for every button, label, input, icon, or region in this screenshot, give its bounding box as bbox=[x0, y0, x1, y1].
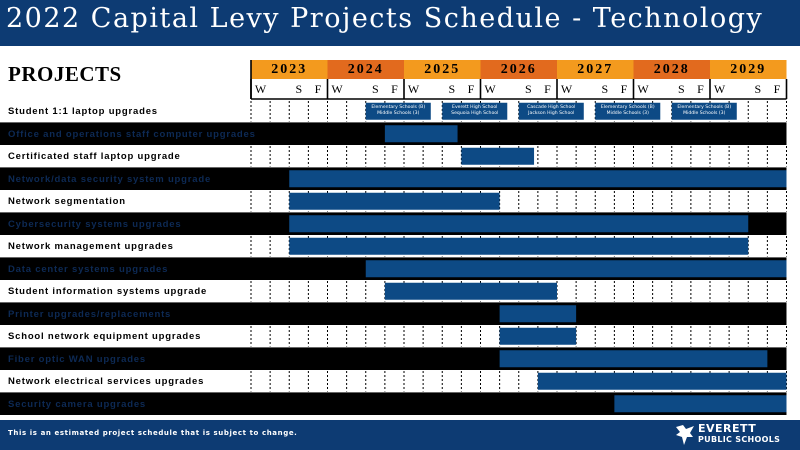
bar-label-line: Elementary Schools (B) bbox=[677, 104, 732, 110]
schedule-bar bbox=[614, 395, 787, 413]
bar-label: Elementary Schools (B) Middle Schools (3) bbox=[595, 105, 660, 117]
season-label: S bbox=[371, 82, 379, 96]
season-label: F bbox=[391, 82, 398, 96]
bar-label-line: Elementary Schools (B) bbox=[371, 104, 426, 110]
row-background bbox=[0, 145, 787, 168]
year-header-cell bbox=[557, 60, 634, 79]
district-logo: EVERETT PUBLIC SCHOOLS bbox=[674, 422, 792, 448]
row-label: Network electrical services upgrades bbox=[8, 376, 205, 387]
footer-bar: This is an estimated project schedule th… bbox=[0, 420, 800, 450]
year-label: 2027 bbox=[577, 62, 614, 77]
row-label: Network/data security system upgrade bbox=[8, 173, 212, 185]
row-label: Student 1:1 laptop upgrades bbox=[8, 106, 158, 117]
bar-label: Elementary Schools (B) Middle Schools (3) bbox=[366, 105, 431, 117]
row-background bbox=[0, 302, 787, 325]
schedule-bar bbox=[442, 102, 508, 120]
season-label: W bbox=[407, 82, 420, 96]
row-background bbox=[0, 325, 787, 348]
season-label: S bbox=[601, 82, 609, 96]
year-label: 2025 bbox=[424, 62, 461, 77]
year-header-cell bbox=[327, 60, 404, 79]
season-label: W bbox=[713, 82, 726, 96]
row-label: Fiber optic WAN upgrades bbox=[8, 353, 146, 365]
title-bar: 2022 Capital Levy Projects Schedule - Te… bbox=[0, 0, 800, 46]
schedule-bar bbox=[289, 237, 749, 255]
season-label: S bbox=[677, 82, 685, 96]
row-label: Security camera upgrades bbox=[8, 398, 147, 410]
season-label: S bbox=[448, 82, 456, 96]
season-label: W bbox=[331, 82, 343, 96]
projects-heading: PROJECTS bbox=[8, 62, 122, 86]
row-label: Office and operations staff computer upg… bbox=[8, 128, 256, 140]
row-label: Cybersecurity systems upgrades bbox=[8, 218, 182, 230]
schedule-bar bbox=[595, 102, 661, 120]
bar-label-line: Middle Schools (3) bbox=[683, 110, 726, 116]
season-label: W bbox=[560, 82, 573, 96]
season-label: F bbox=[467, 82, 475, 96]
gantt-chart bbox=[0, 60, 788, 415]
season-label: S bbox=[754, 82, 762, 96]
schedule-bar bbox=[289, 170, 787, 188]
bar-label: Cascade High School Jackson High School bbox=[519, 105, 584, 117]
season-label: F bbox=[697, 82, 704, 96]
row-label: Network segmentation bbox=[8, 196, 126, 207]
schedule-bar bbox=[461, 147, 535, 165]
page-title: 2022 Capital Levy Projects Schedule - Te… bbox=[6, 3, 764, 34]
schedule-bar bbox=[365, 260, 787, 278]
season-label: W bbox=[484, 82, 496, 96]
bar-label-line: Elementary Schools (B) bbox=[600, 104, 655, 110]
row-label: Network management upgrades bbox=[8, 241, 174, 252]
bar-label-line: Middle Schools (3) bbox=[606, 110, 649, 116]
year-header-cell bbox=[404, 60, 481, 79]
schedule-bar bbox=[365, 102, 431, 120]
season-label: S bbox=[295, 82, 303, 96]
schedule-bar bbox=[537, 372, 787, 390]
footer-note: This is an estimated project schedule th… bbox=[8, 429, 298, 437]
year-label: 2026 bbox=[500, 62, 537, 77]
schedule-bar bbox=[384, 125, 458, 143]
season-label: W bbox=[254, 82, 267, 96]
bar-label-line: Sequoia High School bbox=[451, 110, 499, 116]
bar-label-line: Middle Schools (3) bbox=[377, 110, 420, 116]
bar-label-line: Cascade High School bbox=[527, 104, 576, 110]
season-label: F bbox=[544, 82, 551, 96]
bar-label-line: Everett High School bbox=[452, 104, 498, 110]
row-label: Student information systems upgrade bbox=[8, 286, 208, 297]
year-label: 2028 bbox=[653, 62, 690, 77]
row-label: Data center systems upgrades bbox=[8, 263, 169, 275]
bar-label: Everett High School Sequoia High School bbox=[442, 105, 507, 117]
season-label: F bbox=[620, 82, 628, 96]
season-label: F bbox=[773, 82, 781, 96]
schedule-bar bbox=[384, 282, 557, 300]
year-label: 2024 bbox=[347, 62, 384, 77]
eagle-logo-icon bbox=[676, 425, 694, 445]
season-label: F bbox=[314, 82, 322, 96]
schedule-bar bbox=[671, 102, 737, 120]
schedule-bar bbox=[499, 350, 768, 368]
row-label: Certificated staff laptop upgrade bbox=[8, 151, 181, 162]
bar-label-line: Jackson High School bbox=[528, 110, 575, 116]
year-label: 2029 bbox=[730, 62, 767, 77]
schedule-bar bbox=[289, 192, 500, 210]
year-header-cell bbox=[710, 60, 787, 79]
year-label: 2023 bbox=[271, 62, 308, 77]
season-label: W bbox=[637, 82, 649, 96]
year-header-cell bbox=[480, 60, 557, 79]
schedule-bar bbox=[499, 327, 577, 345]
schedule-bar bbox=[518, 102, 584, 120]
schedule-bar bbox=[499, 305, 577, 323]
logo-line1: EVERETT bbox=[698, 422, 757, 435]
season-label: S bbox=[524, 82, 532, 96]
bar-label: Elementary Schools (B) Middle Schools (3) bbox=[672, 105, 737, 117]
year-header-cell bbox=[251, 60, 328, 79]
row-label: School network equipment upgrades bbox=[8, 331, 202, 342]
schedule-bar bbox=[289, 215, 749, 233]
row-label: Printer upgrades/replacements bbox=[8, 308, 172, 320]
year-header-cell bbox=[633, 60, 710, 79]
row-background bbox=[0, 392, 787, 415]
logo-line2: PUBLIC SCHOOLS bbox=[698, 435, 781, 444]
